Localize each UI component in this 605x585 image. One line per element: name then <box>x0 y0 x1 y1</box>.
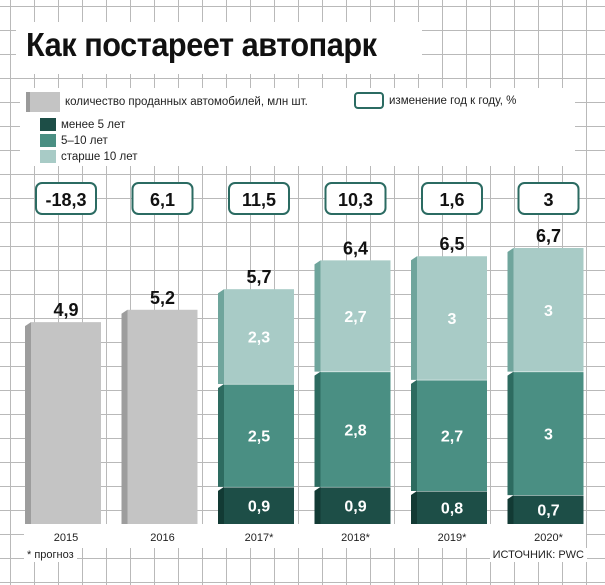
change-box <box>324 182 387 215</box>
category-label: 2016 <box>150 532 174 544</box>
bar-segment-side <box>411 491 417 524</box>
bar-segment-side <box>314 260 321 372</box>
category-label-strip <box>24 524 586 548</box>
change-box <box>517 182 580 215</box>
legend-swatch-change <box>354 92 384 109</box>
segment-value-label: 3 <box>448 311 457 328</box>
legend-item-5to10: 5–10 лет <box>40 134 108 147</box>
legend-item-over10: старше 10 лет <box>40 150 137 163</box>
bar-segment <box>417 256 487 380</box>
total-value-label: 5,7 <box>246 267 271 287</box>
bar <box>127 309 198 524</box>
bar-segment <box>513 371 584 496</box>
bar-segment-side <box>507 248 514 372</box>
bar-segment <box>224 289 294 384</box>
bar-segment <box>320 486 391 524</box>
segment-value-label: 0,7 <box>537 503 559 520</box>
legend-swatch-5to10 <box>40 134 56 147</box>
bar-segment-side <box>411 379 417 492</box>
legend: количество проданных автомобилей, млн шт… <box>20 88 575 166</box>
bar-segment <box>224 383 294 487</box>
legend-label-under5: менее 5 лет <box>61 118 126 131</box>
bar-segment <box>417 379 487 492</box>
change-label: 3 <box>543 190 553 210</box>
legend-label-sales: количество проданных автомобилей, млн шт… <box>65 96 308 108</box>
forecast-footnote: * прогноз <box>24 548 77 562</box>
bar-segment <box>417 491 487 524</box>
legend-item-sales: количество проданных автомобилей, млн шт… <box>26 92 308 112</box>
bar-side <box>25 322 31 524</box>
legend-item-under5: менее 5 лет <box>40 118 125 131</box>
bar-segment-side <box>314 371 321 487</box>
bar <box>31 322 101 524</box>
bar-segment-side <box>218 486 224 524</box>
bar-segment <box>320 371 391 487</box>
bar-segment-side <box>218 289 224 384</box>
bar-segment-side <box>411 256 417 380</box>
bar-segment-side <box>314 486 321 524</box>
bar-segment-side <box>218 383 224 487</box>
segment-value-label: 2,7 <box>344 309 366 326</box>
change-box <box>35 182 97 215</box>
change-label: 11,5 <box>242 190 276 210</box>
change-label: 10,3 <box>338 190 373 210</box>
segment-value-label: 2,7 <box>441 428 463 445</box>
category-label: 2019* <box>438 532 467 544</box>
bar-segment <box>224 486 294 524</box>
total-value-label: 4,9 <box>53 300 78 320</box>
legend-item-change: изменение год к году, % <box>354 92 516 109</box>
legend-swatch-under5 <box>40 118 56 131</box>
category-label: 2017* <box>245 532 274 544</box>
segment-value-label: 3 <box>544 426 553 443</box>
segment-value-label: 3 <box>544 303 553 320</box>
bar-segment-side <box>507 371 514 496</box>
category-label: 2020* <box>534 532 563 544</box>
total-value-label: 6,4 <box>343 238 368 258</box>
segment-value-label: 0,9 <box>248 498 270 515</box>
segment-value-label: 0,9 <box>344 498 366 515</box>
legend-label-over10: старше 10 лет <box>61 150 138 163</box>
change-label: -18,3 <box>45 190 86 210</box>
legend-label-5to10: 5–10 лет <box>61 134 108 147</box>
source-label: ИСТОЧНИК: PWC <box>489 548 587 562</box>
change-label: 6,1 <box>150 190 175 210</box>
total-value-label: 5,2 <box>150 288 175 308</box>
segment-value-label: 2,8 <box>344 422 366 439</box>
legend-swatch-over10 <box>40 150 56 163</box>
bar-segment <box>320 260 391 372</box>
segment-value-label: 2,5 <box>248 428 270 445</box>
change-label: 1,6 <box>439 190 464 210</box>
category-label: 2018* <box>341 532 370 544</box>
chart-title: Как постареет автопарк <box>26 26 377 63</box>
legend-swatch-sales <box>26 92 60 112</box>
segment-value-label: 2,3 <box>248 330 270 347</box>
change-box <box>421 182 483 215</box>
segment-value-label: 0,8 <box>441 501 463 518</box>
bar-segment <box>513 495 584 524</box>
bar-segment <box>513 248 584 372</box>
total-value-label: 6,7 <box>536 226 561 246</box>
category-label: 2015 <box>54 532 78 544</box>
change-box <box>228 182 290 215</box>
bar-segment-side <box>507 495 514 524</box>
total-value-label: 6,5 <box>439 234 464 254</box>
change-box <box>131 182 194 215</box>
bar-side <box>121 309 128 524</box>
legend-label-change: изменение год к году, % <box>389 94 517 107</box>
title-background <box>16 22 422 74</box>
